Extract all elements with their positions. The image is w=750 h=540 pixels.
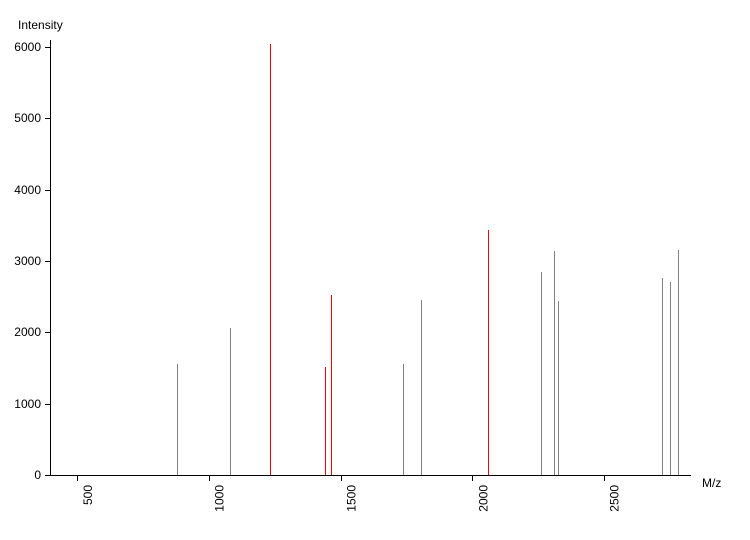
x-tick-label: 2000 — [476, 485, 490, 512]
x-axis-label: M/z — [702, 476, 721, 490]
x-tick-label: 1000 — [213, 485, 227, 512]
x-tick: 1000 — [209, 475, 210, 481]
y-tick-label: 6000 — [14, 40, 41, 54]
spectrum-peak — [541, 272, 542, 475]
x-tick-label: 500 — [81, 485, 95, 505]
y-tick: 1000 — [45, 404, 51, 405]
spectrum-peak — [230, 328, 231, 475]
y-axis-label: Intensity — [18, 18, 63, 32]
spectrum-peak — [421, 300, 422, 475]
y-tick-label: 3000 — [14, 254, 41, 268]
spectrum-peak — [331, 295, 332, 475]
x-tick-label: 2500 — [608, 485, 622, 512]
y-tick-label: 0 — [34, 468, 41, 482]
y-tick: 5000 — [45, 118, 51, 119]
y-tick: 0 — [45, 475, 51, 476]
y-tick-label: 5000 — [14, 111, 41, 125]
spectrum-peak — [670, 282, 671, 475]
x-tick: 2500 — [604, 475, 605, 481]
spectrum-peak — [662, 278, 663, 475]
y-tick-label: 2000 — [14, 325, 41, 339]
x-tick-label: 1500 — [345, 485, 359, 512]
spectrum-peak — [270, 44, 271, 475]
spectrum-peak — [488, 230, 489, 475]
y-tick: 3000 — [45, 261, 51, 262]
spectrum-peak — [678, 250, 679, 475]
x-tick: 2000 — [472, 475, 473, 481]
y-tick: 6000 — [45, 47, 51, 48]
spectrum-peak — [403, 364, 404, 475]
spectrum-peak — [177, 364, 178, 475]
y-tick: 4000 — [45, 190, 51, 191]
spectrum-peak — [325, 367, 326, 475]
spectrum-peak — [558, 301, 559, 475]
x-tick: 1500 — [341, 475, 342, 481]
plot-area: 0100020003000400050006000500100015002000… — [50, 40, 691, 476]
y-tick-label: 4000 — [14, 183, 41, 197]
y-tick-label: 1000 — [14, 397, 41, 411]
chart-canvas: Intensity M/z 01000200030004000500060005… — [0, 0, 750, 540]
y-tick: 2000 — [45, 332, 51, 333]
x-tick: 500 — [77, 475, 78, 481]
spectrum-peak — [554, 251, 555, 475]
